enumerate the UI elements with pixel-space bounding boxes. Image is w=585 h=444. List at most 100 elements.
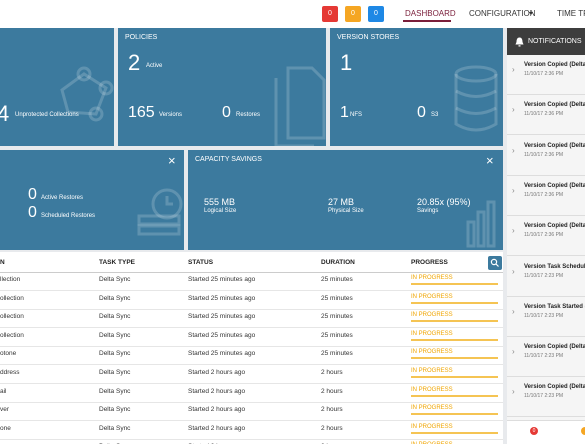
row-divider [0,364,503,366]
database-icon [454,65,498,132]
collections-label: Unprotected Collections [15,112,79,118]
version-stores-title: VERSION STORES [337,34,400,41]
table-cell: 2 hours [321,406,343,414]
notification-title[interactable]: Version Copied (Delta [524,384,585,391]
footer-dot[interactable] [581,427,585,435]
active-restores-label: Active Restores [41,195,84,201]
alert-badge[interactable]: 0 [322,6,338,22]
search-button[interactable] [488,256,502,270]
notification-title[interactable]: Version Copied (Delta [524,344,585,351]
progress-label: IN PROGRESS [411,330,453,337]
table-cell: Started 25 minutes ago [188,294,256,302]
warning-badge[interactable]: 0 [345,6,361,22]
restore-icon [137,188,183,236]
table-cell: Started 25 minutes ago [188,331,256,339]
capacity-label: Logical Size [204,208,237,214]
notification-title[interactable]: Version Copied (Delta [524,62,585,68]
policies-active: 2 [128,50,141,75]
notification-time: 11/10/17 2:36 PM [524,232,564,239]
notification-chevron: › [512,65,515,74]
progress-bar [411,394,498,397]
table-cell: Started 2 hours ago [188,369,246,376]
row-divider [0,438,503,440]
notification-chevron: › [512,145,515,155]
progress-bar [411,431,498,434]
table-cell: ollection [0,331,24,339]
nfs-label: NFS [350,112,362,118]
table-cell: 25 minutes [321,350,353,358]
row-divider [0,327,503,329]
collections-card[interactable]: 4 Unprotected Collections [0,28,114,146]
notification-title[interactable]: Version Task Started ( [524,303,585,310]
notifications-panel: NOTIFICATIONS 0 › Version Copied (Delta 11… [507,28,585,444]
notification-divider [507,416,585,418]
table-cell: Started 25 minutes ago [188,313,256,321]
notification-chevron: › [512,105,515,115]
capacity-card[interactable]: CAPACITY SAVINGS × 555 MB Logical Size 27 … [188,150,503,250]
notification-title[interactable]: Version Task Schedul [524,263,585,270]
table-cell: 25 minutes [321,276,353,283]
notification-divider [507,335,585,337]
tasks-table: N TASK TYPE STATUS DURATION PROGRESS llection… [0,252,503,444]
progress-label: IN PROGRESS [411,423,453,430]
table-cell: Delta Sync [99,369,131,376]
notification-divider [507,295,585,297]
notification-time: 11/10/17 2:36 PM [524,151,564,158]
dropdown-caret [529,12,533,15]
progress-bar [411,301,498,304]
notification-divider [507,134,585,136]
active-restores-count: 0 [28,186,37,203]
notifications-footer: 0 [507,420,585,444]
close-button[interactable]: × [486,153,494,168]
policies-active-label: Active [146,63,163,69]
notification-chevron: › [512,347,515,357]
notification-title[interactable]: Version Copied (Delta [524,182,585,189]
notification-time: 11/10/17 2:36 PM [524,111,564,118]
policies-title: POLICIES [125,34,158,41]
progress-label: IN PROGRESS [411,312,453,319]
table-cell: one [0,424,11,432]
column-header: TASK TYPE [99,259,135,266]
top-bar: 0 0 0 DASHBOARD CONFIGURATION TIME TRA [0,0,585,28]
table-cell: ail [0,387,7,395]
row-divider [0,345,503,347]
info-badge[interactable]: 0 [368,6,384,22]
notification-divider [507,174,585,176]
footer-badge[interactable]: 0 [530,427,538,435]
close-button[interactable]: × [168,153,176,168]
table-cell: Delta Sync [99,294,131,302]
policies-restores: 0 [222,104,231,121]
notification-title[interactable]: Version Copied (Delta [524,102,585,109]
progress-label: IN PROGRESS [411,386,453,393]
chart-icon [466,200,496,248]
version-stores-total: 1 [340,50,353,75]
restores-card[interactable]: × 0 Active Restores 0 Scheduled Restores [0,150,184,250]
version-stores-card[interactable]: VERSION STORES 1 1 NFS 0 S3 [330,28,503,146]
header-line [0,272,503,273]
nav-time[interactable]: TIME TRA [557,9,585,18]
progress-bar [411,357,498,360]
progress-label: IN PROGRESS [411,442,453,444]
progress-bar [411,320,498,323]
notification-divider [507,255,585,257]
notification-title[interactable]: Version Copied (Delta [524,223,585,230]
row-divider [0,420,503,422]
policies-card[interactable]: POLICIES 2 Active 165 Versions 0 Restore… [118,28,326,146]
notification-title[interactable]: Version Copied (Delta [524,142,585,149]
notification-time: 11/10/17 2:23 PM [524,272,564,279]
document-icon [274,66,326,146]
nav-configuration[interactable]: CONFIGURATION [469,9,536,18]
progress-label: IN PROGRESS [411,368,453,374]
scheduled-restores-count: 0 [28,204,37,221]
notification-chevron: › [512,185,515,195]
table-cell: Started 2 hours ago [188,387,246,395]
nav-dashboard[interactable]: DASHBOARD [405,9,456,18]
table-cell: ollection [0,294,24,302]
progress-bar [411,283,498,285]
progress-bar [411,413,498,416]
column-header: PROGRESS [411,259,448,266]
table-cell: Delta Sync [99,406,131,414]
notification-time: 11/10/17 2:23 PM [524,393,564,400]
table-cell: otone [0,350,17,358]
progress-label: IN PROGRESS [411,293,453,300]
